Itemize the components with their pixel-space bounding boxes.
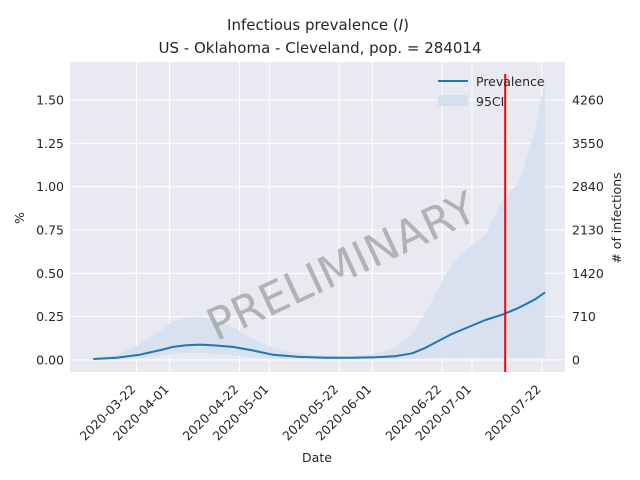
y-axis-label-left: % [12, 212, 27, 224]
y-tick-right-3: 2130 [572, 222, 604, 237]
y-tick-right-2: 1420 [572, 266, 604, 281]
title-italic-i: I [399, 16, 404, 34]
ci-band [93, 79, 546, 360]
legend-ci-label: 95CI [476, 94, 504, 109]
legend: Prevalence 95CI [438, 74, 545, 109]
chart-title-line1: Infectious prevalence (I) [227, 16, 409, 34]
x-tick-label-8: 2020-07-22 [482, 382, 544, 444]
chart-title-line2: US - Oklahoma - Cleveland, pop. = 284014 [159, 39, 482, 57]
y-tick-left-5: 1.25 [36, 136, 64, 151]
y-tick-right-0: 0 [572, 352, 580, 367]
y-axis-label-right: # of infections [609, 172, 624, 263]
y-tick-left-6: 1.50 [36, 93, 64, 108]
y-tick-right-6: 4260 [572, 93, 604, 108]
y-tick-left-3: 0.75 [36, 222, 64, 237]
y-tick-right-4: 2840 [572, 179, 604, 194]
y-tick-left-2: 0.50 [36, 266, 64, 281]
y-tick-left-0: 0.00 [36, 352, 64, 367]
legend-ci-swatch [438, 95, 468, 106]
y-tick-labels-right: 0 710 1420 2130 2840 3550 4260 [572, 93, 604, 368]
x-axis-label: Date [302, 450, 332, 465]
y-tick-right-1: 710 [572, 309, 596, 324]
ci-band-area [93, 79, 546, 360]
prevalence-series-line [93, 291, 546, 360]
title-prefix: Infectious prevalence ( [227, 16, 399, 34]
title-suffix: ) [403, 16, 409, 34]
y-tick-right-5: 3550 [572, 136, 604, 151]
y-tick-left-4: 1.00 [36, 179, 64, 194]
y-tick-left-1: 0.25 [36, 309, 64, 324]
legend-prevalence-label: Prevalence [476, 74, 545, 89]
y-tick-labels-left: 0.00 0.25 0.50 0.75 1.00 1.25 1.50 [36, 93, 64, 368]
prevalence-line [93, 291, 546, 360]
